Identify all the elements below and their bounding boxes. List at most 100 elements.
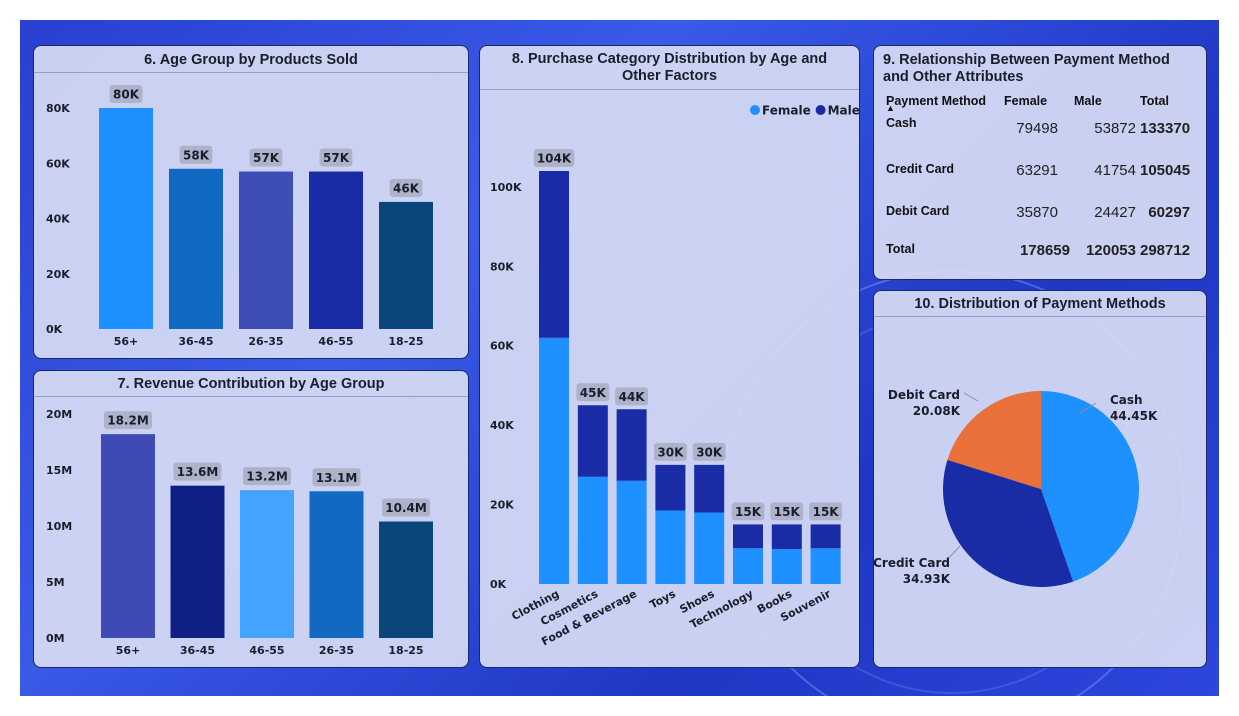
bar-segment-male (539, 171, 569, 338)
x-axis-tick-label: 46-55 (249, 644, 284, 657)
stacked-bar-chart-categories: 0K20K40K60K80K100K104KClothing45KCosmeti… (490, 104, 859, 649)
legend-marker-male (815, 105, 826, 115)
pie-label-name: Credit Card (873, 556, 950, 570)
table-row[interactable]: Credit Card 63291 41754 105045 (886, 158, 1190, 200)
row-label: Credit Card (886, 162, 955, 176)
data-label: 30K (696, 445, 723, 459)
bar (309, 171, 363, 329)
row-label: Total (886, 242, 915, 256)
bar-segment-male (616, 409, 647, 481)
y-axis-tick-label: 20M (46, 408, 72, 421)
pie-slice-cash (1041, 391, 1139, 582)
data-label: 13.6M (177, 465, 219, 479)
cell-female: 178659 (1019, 242, 1070, 259)
bar-segment-female (655, 510, 686, 584)
panel-title: 9. Relationship Between Payment Method a… (883, 52, 1170, 85)
data-label-background (173, 462, 222, 481)
y-axis-tick-label: 100K (490, 181, 522, 194)
column-header-total[interactable]: Total (1140, 94, 1169, 108)
panel-payment-distribution: 10. Distribution of Payment Methods Cash… (873, 290, 1207, 668)
x-axis-tick-label: Toys (648, 587, 679, 612)
pie-label-name: Debit Card (888, 388, 960, 402)
pie-leader-line (945, 545, 961, 562)
y-axis-tick-label: 40K (46, 213, 70, 226)
data-label-background (389, 178, 423, 197)
bar-chart-products-sold: 0K 20K 40K 60K 80K 80K 56+ 58K 36-45 57K 26-35 57K 4… (46, 85, 433, 348)
legend-marker-female (750, 105, 760, 115)
cell-female: 79498 (1016, 120, 1058, 137)
bar-segment-male (655, 464, 686, 511)
bar-segment-female (694, 512, 725, 584)
cell-female: 35870 (1016, 204, 1058, 221)
panel-purchase-category: 8. Purchase Category Distribution by Age… (479, 45, 860, 668)
cell-male: 120053 (1085, 242, 1136, 259)
table-row[interactable]: Debit Card 35870 24427 60297 (886, 200, 1190, 240)
panel-title: 6. Age Group by Products Sold (34, 46, 468, 73)
pie-slice-debit-card (947, 391, 1041, 489)
panel-title: 7. Revenue Contribution by Age Group (34, 371, 468, 397)
x-axis-tick-label: 18-25 (388, 644, 423, 657)
table-total-row: Total 178659 120053 298712 (886, 240, 1190, 259)
data-label: 45K (580, 386, 607, 400)
column-header-payment-method[interactable]: Payment Method ▲ (886, 94, 1004, 116)
data-label: 80K (113, 88, 140, 102)
data-label-background (731, 502, 765, 521)
data-label-background (654, 442, 687, 461)
column-header-female[interactable]: Female (1004, 94, 1048, 108)
column-header-male[interactable]: Male (1074, 94, 1102, 108)
cell-male: 41754 (1094, 162, 1136, 179)
x-axis-tick-label: 26-35 (248, 335, 283, 348)
y-axis-tick-label: 80K (490, 260, 514, 273)
data-label: 30K (657, 445, 684, 459)
y-axis-tick-label: 40K (490, 419, 514, 432)
data-label-background (615, 387, 648, 406)
bar (169, 168, 223, 329)
pie-leader-line (963, 392, 979, 402)
y-axis-tick-label: 15M (46, 464, 72, 477)
y-axis-tick-label: 5M (46, 576, 65, 589)
y-axis-tick-label: 0K (490, 578, 507, 591)
data-label: 57K (323, 151, 350, 165)
pie-leader-line (1079, 402, 1097, 414)
data-label: 58K (183, 148, 210, 162)
bar (379, 201, 433, 329)
bar (239, 171, 293, 329)
bar-segment-female (810, 548, 841, 584)
bar-segment-female (733, 548, 763, 584)
x-axis-tick-label: 36-45 (180, 644, 215, 657)
y-axis-tick-label: 10M (46, 520, 72, 533)
payment-method-table: Payment Method ▲ Female Male Total Cash 7… (886, 94, 1190, 259)
pie-label-value: 34.93K (903, 572, 951, 586)
pie-label-value: 44.45K (1110, 409, 1158, 423)
data-label: 13.1M (316, 471, 358, 485)
y-axis-tick-label: 0M (46, 632, 65, 645)
x-axis-tick-label: 56+ (116, 644, 141, 657)
pie-label-value: 20.08K (913, 404, 961, 418)
bar-segment-male (733, 524, 763, 549)
data-label-background (249, 148, 283, 167)
y-axis-tick-label: 60K (46, 157, 70, 170)
panel-revenue-by-age-group: 7. Revenue Contribution by Age Group 0M 5… (33, 370, 469, 668)
cell-total: 105045 (1140, 162, 1191, 179)
data-label: 15K (774, 505, 801, 519)
legend-label: Female (762, 104, 811, 118)
data-label-background (770, 502, 804, 521)
bar-segment-female (577, 476, 608, 584)
data-label: 15K (735, 505, 762, 519)
bar (309, 491, 364, 638)
sort-arrow-icon[interactable]: ▲ (886, 103, 895, 113)
bar-chart-revenue: 0M 5M 10M 15M 20M 18.2M 56+ 13.6M 36-45 13.2M 46-5… (46, 408, 433, 657)
cell-female: 63291 (1016, 162, 1058, 179)
y-axis-tick-label: 80K (46, 102, 70, 115)
table-header-row: Payment Method ▲ Female Male Total (886, 94, 1190, 116)
panel-payment-method-table: 9. Relationship Between Payment Method a… (873, 45, 1207, 280)
bar-segment-male (810, 524, 841, 549)
table-row[interactable]: Cash 79498 53872 133370 (886, 116, 1190, 158)
data-label-background (576, 383, 610, 402)
bar (379, 521, 433, 638)
bar (101, 434, 155, 638)
cell-total: 133370 (1140, 120, 1191, 137)
data-label: 10.4M (385, 501, 427, 515)
data-label: 57K (253, 151, 280, 165)
data-label-background (809, 502, 842, 521)
